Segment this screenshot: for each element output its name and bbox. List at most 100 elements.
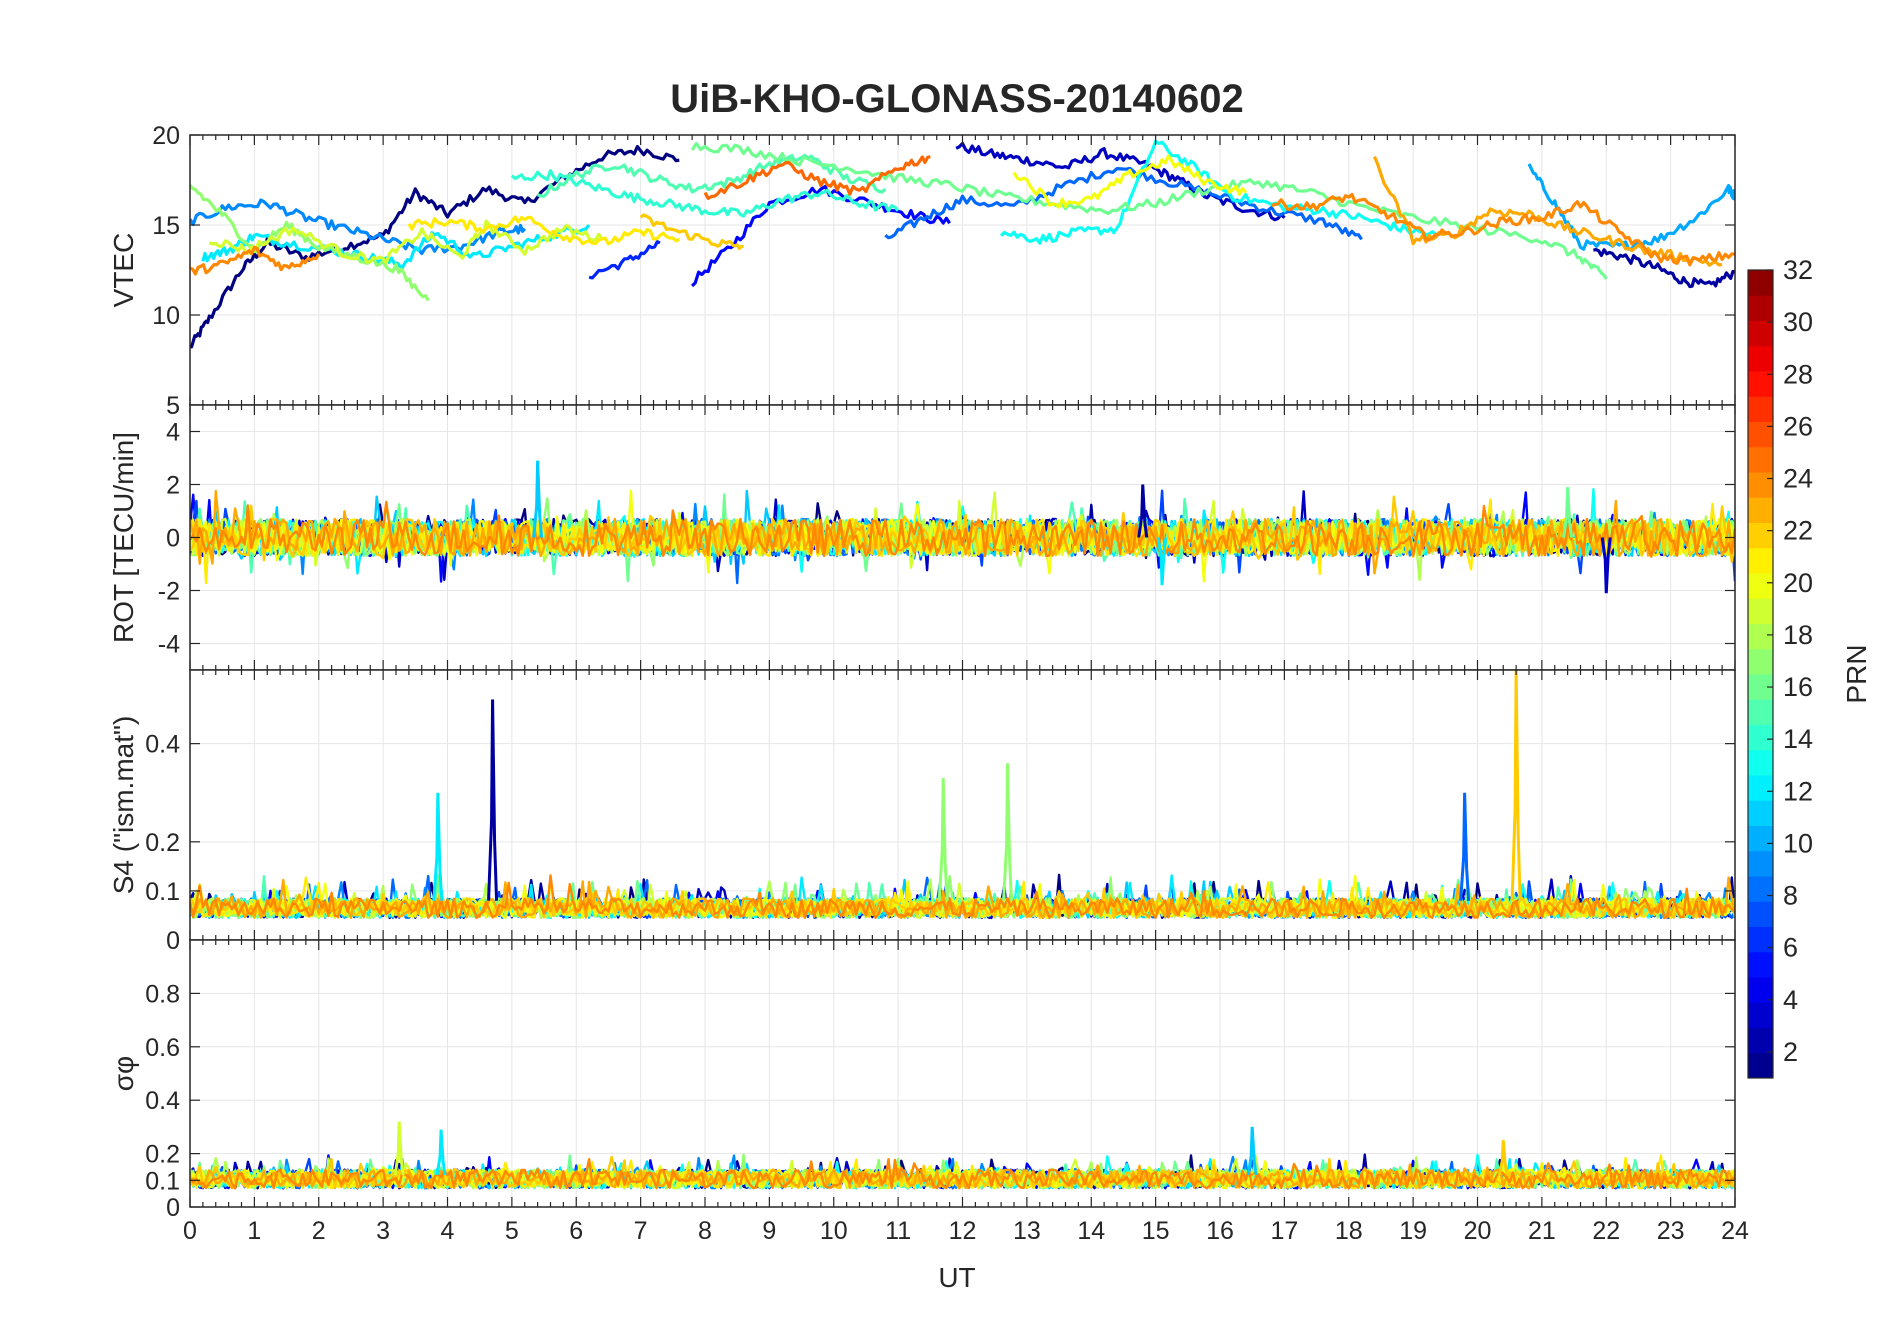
x-tick-label: 14 [1077,1217,1105,1245]
spike-prn-17 [1002,763,1014,901]
colorbar-band [1748,472,1773,498]
y-tick-label: 0 [166,525,180,553]
colorbar-tick-label: 26 [1783,411,1813,441]
panel-s4-ylabel: S4 ("ism.mat") [108,716,139,895]
panel-s4: 0 0.1 0.2 0.4S4 ("ism.mat") [108,669,1736,955]
colorbar-band [1748,1052,1773,1079]
x-tick-label: 6 [569,1217,583,1245]
spike-prn-2 [487,699,499,901]
y-tick-label: 15 [152,212,180,240]
colorbar-tick-label: 16 [1783,672,1813,702]
panel-rot-xticks [189,405,1736,670]
y-tick-label: 10 [152,302,180,330]
vtec-series-prn-22 [639,213,744,250]
chart-title: UiB-KHO-GLONASS-20140602 [670,77,1244,121]
y-tick-label: 0 [166,927,180,955]
x-tick-label: 0 [183,1217,197,1245]
rot-trace-prn-23 [190,489,1735,575]
y-tick-label: 0.4 [145,731,180,759]
x-tick-label: 24 [1721,1217,1749,1245]
vtec-series-prn-20 [1012,154,1247,209]
vtec-series-prn-15 [536,153,887,198]
x-tick-label: 21 [1528,1217,1556,1245]
panel-sigma-data [190,1121,1735,1190]
colorbar-band [1748,598,1773,624]
spike-prn-2 [1137,484,1149,538]
spike-prn-22 [1510,670,1522,901]
y-tick-label: -2 [158,578,180,606]
panel-rot-data [190,460,1735,594]
colorbar-band [1748,497,1773,523]
y-tick-label: 0.6 [145,1034,180,1062]
spike-prn-11 [532,460,544,538]
spike-prn-12 [432,792,444,901]
s4-trace-prn-24 [190,874,1735,920]
vtec-series-prn-16 [690,142,1608,280]
colorbar-band [1748,573,1773,599]
vtec-series-prn-5 [690,184,951,288]
colorbar-tick-label: 30 [1783,307,1813,337]
x-tick-label: 15 [1142,1217,1170,1245]
vtec-series-prn-1 [190,144,680,349]
y-tick-label: 20 [152,122,180,150]
colorbar-band [1748,1027,1773,1054]
colorbar-band [1748,977,1773,1003]
x-tick-label: 3 [376,1217,390,1245]
colorbar-band [1748,724,1773,751]
x-tick-label: 5 [505,1217,519,1245]
vtec-series-prn-19 [208,219,604,265]
colorbar-band [1748,270,1773,296]
panel-vtec: 5 10 15 20 VTEC [108,122,1736,420]
colorbar-tick-label: 2 [1783,1037,1798,1067]
vtec-series-prn-14 [510,169,900,218]
panel-s4-xticks [189,670,1736,940]
x-tick-label: 10 [820,1217,848,1245]
x-tick-label: 23 [1657,1217,1685,1245]
colorbar-tick-label: 32 [1783,255,1813,285]
y-tick-label: 0.2 [145,1141,180,1169]
panel-vtec-ylabel: VTEC [108,233,139,308]
spike-prn-17 [937,777,949,901]
spike-prn-19 [393,1121,405,1176]
x-tick-label: 18 [1335,1217,1363,1245]
colorbar-label: PRN [1841,644,1872,703]
colorbar-tick-label: 24 [1783,464,1813,494]
panel-rot-ylabel: ROT [TECU/min] [108,432,139,643]
colorbar-band [1748,951,1773,978]
panel-sigma-xticks [189,940,1736,1207]
x-tick-label: 13 [1013,1217,1041,1245]
x-tick-label: 20 [1464,1217,1492,1245]
colorbar-tick-label: 28 [1783,359,1813,389]
panel-sigma: 00.10.2 0.4 0.6 0.8 σφ [108,939,1736,1222]
x-tick-label: 19 [1399,1217,1427,1245]
colorbar-band [1748,320,1773,347]
colorbar-band [1748,345,1773,372]
x-tick-label: 16 [1206,1217,1234,1245]
x-tick-label: 22 [1592,1217,1620,1245]
panel-rot: -4 -2 0 2 4 ROT [TECU/min] [108,404,1736,671]
spike-prn-16 [1562,487,1574,538]
spike-prn-11 [1246,1126,1258,1176]
panel-vtec-xticks [189,135,1736,405]
colorbar-band [1748,547,1773,574]
panel-s4-data [190,670,1735,920]
x-axis-label: UT [938,1262,975,1293]
vtec-series-prn-8 [884,166,1363,241]
y-tick-label: 0.4 [145,1087,180,1115]
x-tick-label: 2 [312,1217,326,1245]
colorbar-band [1748,522,1773,549]
colorbar-band [1748,421,1773,448]
y-tick-label: -4 [158,631,180,659]
colorbar-tick-label: 12 [1783,776,1813,806]
colorbar-tick-label: 6 [1783,933,1798,963]
x-tick-label: 17 [1270,1217,1298,1245]
colorbar-band [1748,623,1773,650]
colorbar-band [1748,825,1773,852]
spike-prn-12 [435,1129,447,1176]
vtec-series-prn-21 [407,215,680,246]
colorbar-band [1748,446,1773,473]
vtec-series-prn-12 [201,223,591,270]
colorbar-band [1748,699,1773,725]
colorbar-band [1748,850,1773,877]
